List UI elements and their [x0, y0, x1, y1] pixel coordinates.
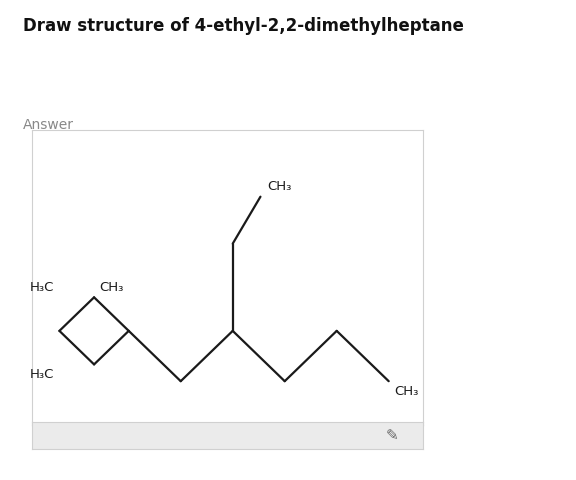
Text: Answer: Answer: [23, 118, 74, 132]
Text: CH₃: CH₃: [267, 180, 292, 193]
Text: H₃C: H₃C: [30, 281, 54, 294]
Text: Draw structure of 4-ethyl-2,2-dimethylheptane: Draw structure of 4-ethyl-2,2-dimethylhe…: [23, 17, 464, 35]
Text: CH₃: CH₃: [99, 281, 124, 294]
Text: CH₃: CH₃: [394, 385, 418, 398]
Text: ✎: ✎: [386, 428, 399, 443]
Text: H₃C: H₃C: [30, 368, 54, 381]
